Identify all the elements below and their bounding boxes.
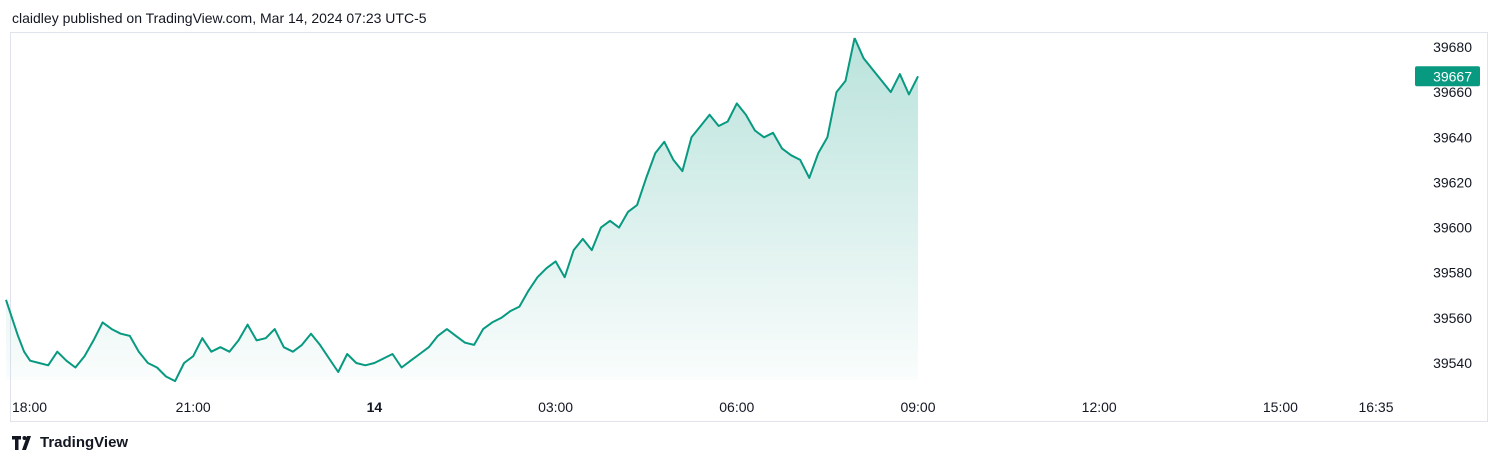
x-tick-label: 03:00 [538, 399, 573, 415]
y-tick-label: 39560 [1433, 310, 1472, 326]
brand-name: TradingView [40, 434, 129, 451]
area-fill-layer [6, 38, 918, 382]
y-tick-label: 39660 [1433, 84, 1472, 100]
chart-frame [10, 32, 1488, 422]
x-tick-label: 21:00 [176, 399, 211, 415]
x-tick-label: 09:00 [900, 399, 935, 415]
y-axis: 39540 39560 39580 39600 39620 39640 39660 39680 [1433, 39, 1472, 371]
x-tick-label: 06:00 [719, 399, 754, 415]
x-tick-label: 16:35 [1358, 399, 1393, 415]
y-tick-label: 39580 [1433, 265, 1472, 281]
publish-info: claidley published on TradingView.com, M… [12, 10, 427, 26]
y-tick-label: 39680 [1433, 39, 1472, 55]
last-price-tag: 39667 [1415, 66, 1480, 87]
price-line-segment-1 [853, 37, 919, 96]
y-tick-label: 39540 [1433, 355, 1472, 371]
tradingview-logo-icon [12, 435, 31, 450]
last-price-tag-bg [1415, 66, 1480, 87]
x-tick-label: 12:00 [1082, 399, 1117, 415]
price-line-layer [5, 37, 919, 383]
x-tick-label: 18:00 [12, 399, 47, 415]
y-tick-label: 39640 [1433, 129, 1472, 145]
price-line-segment-0 [5, 37, 856, 383]
footer: TradingView [12, 434, 128, 451]
y-tick-label: 39620 [1433, 174, 1472, 190]
area-fill [6, 38, 918, 382]
x-axis: 18:00 21:00 14 03:00 06:00 09:00 12:00 15:00 16:… [12, 399, 1394, 415]
x-tick-label: 15:00 [1263, 399, 1298, 415]
last-price-label: 39667 [1433, 68, 1472, 84]
x-tick-label: 14 [367, 399, 383, 415]
y-tick-label: 39600 [1433, 220, 1472, 236]
